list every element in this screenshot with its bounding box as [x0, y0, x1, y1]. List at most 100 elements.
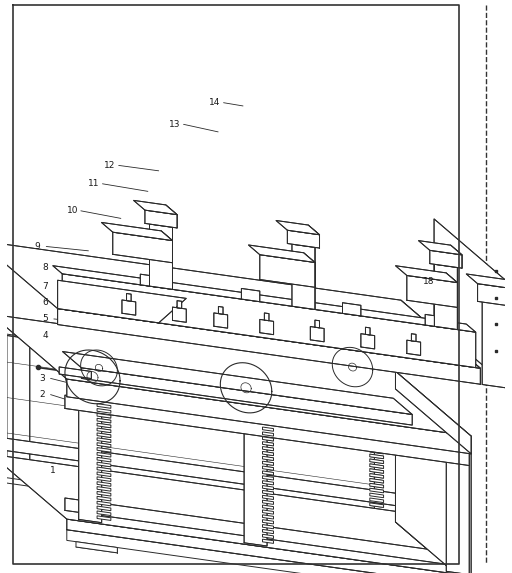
Polygon shape — [370, 391, 383, 395]
Polygon shape — [244, 421, 267, 546]
Polygon shape — [287, 230, 319, 248]
Polygon shape — [263, 471, 273, 475]
Polygon shape — [434, 264, 457, 329]
Polygon shape — [263, 456, 273, 461]
Polygon shape — [97, 501, 111, 506]
Polygon shape — [263, 461, 273, 465]
Polygon shape — [67, 379, 471, 454]
Polygon shape — [263, 524, 273, 529]
Polygon shape — [0, 332, 395, 522]
Polygon shape — [407, 340, 420, 355]
Polygon shape — [370, 410, 383, 415]
Polygon shape — [53, 266, 476, 332]
Text: 2: 2 — [39, 390, 45, 399]
Polygon shape — [370, 493, 383, 498]
Polygon shape — [482, 280, 510, 388]
Polygon shape — [241, 288, 260, 301]
Polygon shape — [97, 404, 111, 409]
Polygon shape — [292, 244, 315, 309]
Polygon shape — [97, 506, 111, 511]
Polygon shape — [315, 320, 319, 328]
Polygon shape — [395, 389, 471, 573]
Polygon shape — [97, 516, 111, 520]
Polygon shape — [412, 333, 416, 342]
Polygon shape — [263, 481, 273, 485]
Polygon shape — [145, 210, 177, 228]
Polygon shape — [260, 319, 273, 335]
Polygon shape — [214, 313, 228, 328]
Text: 9: 9 — [35, 242, 40, 251]
Polygon shape — [65, 498, 470, 567]
Polygon shape — [0, 314, 471, 436]
Polygon shape — [370, 488, 383, 493]
Polygon shape — [263, 529, 273, 533]
Polygon shape — [264, 313, 269, 321]
Text: 11: 11 — [88, 179, 99, 189]
Polygon shape — [466, 274, 512, 292]
Polygon shape — [370, 454, 383, 459]
Polygon shape — [418, 241, 462, 255]
Text: 10: 10 — [67, 206, 78, 215]
Polygon shape — [97, 486, 111, 491]
Polygon shape — [263, 427, 273, 431]
Polygon shape — [263, 495, 273, 500]
Text: 14: 14 — [209, 98, 221, 107]
Polygon shape — [370, 464, 383, 469]
Polygon shape — [478, 284, 512, 310]
Polygon shape — [113, 232, 173, 263]
Polygon shape — [97, 477, 111, 481]
Polygon shape — [263, 505, 273, 509]
Polygon shape — [263, 515, 273, 519]
Polygon shape — [345, 525, 386, 537]
Polygon shape — [395, 266, 457, 282]
Text: 1: 1 — [50, 466, 56, 475]
Polygon shape — [65, 395, 470, 465]
Polygon shape — [260, 254, 315, 287]
Text: 8: 8 — [42, 262, 48, 272]
Polygon shape — [304, 253, 315, 287]
Polygon shape — [97, 448, 111, 452]
Polygon shape — [67, 530, 471, 573]
Polygon shape — [370, 503, 383, 508]
Polygon shape — [395, 511, 471, 573]
Polygon shape — [434, 219, 510, 388]
Polygon shape — [58, 309, 480, 384]
Polygon shape — [97, 482, 111, 486]
Text: 13: 13 — [169, 120, 181, 129]
Polygon shape — [263, 476, 273, 480]
Polygon shape — [370, 449, 383, 454]
Polygon shape — [263, 485, 273, 490]
Polygon shape — [97, 467, 111, 472]
Polygon shape — [59, 367, 91, 379]
Polygon shape — [395, 371, 471, 454]
Polygon shape — [446, 449, 470, 573]
Polygon shape — [263, 510, 273, 514]
Polygon shape — [81, 368, 412, 425]
Text: 6: 6 — [42, 298, 48, 307]
Polygon shape — [370, 459, 383, 464]
Polygon shape — [370, 434, 383, 439]
Polygon shape — [97, 418, 111, 423]
Polygon shape — [151, 292, 186, 323]
Polygon shape — [97, 409, 111, 413]
Polygon shape — [150, 224, 173, 289]
Polygon shape — [263, 452, 273, 456]
Polygon shape — [97, 496, 111, 501]
Polygon shape — [263, 534, 273, 539]
Polygon shape — [263, 437, 273, 441]
Polygon shape — [306, 240, 315, 309]
Polygon shape — [401, 300, 480, 384]
Text: 7: 7 — [42, 282, 48, 291]
Polygon shape — [370, 415, 383, 419]
Polygon shape — [370, 444, 383, 449]
Polygon shape — [76, 541, 117, 553]
Polygon shape — [370, 395, 383, 400]
Polygon shape — [101, 222, 173, 241]
Polygon shape — [263, 520, 273, 524]
Polygon shape — [62, 274, 476, 368]
Polygon shape — [430, 250, 462, 268]
Polygon shape — [370, 484, 383, 488]
Polygon shape — [425, 315, 443, 328]
Polygon shape — [163, 219, 173, 289]
Polygon shape — [161, 231, 173, 263]
